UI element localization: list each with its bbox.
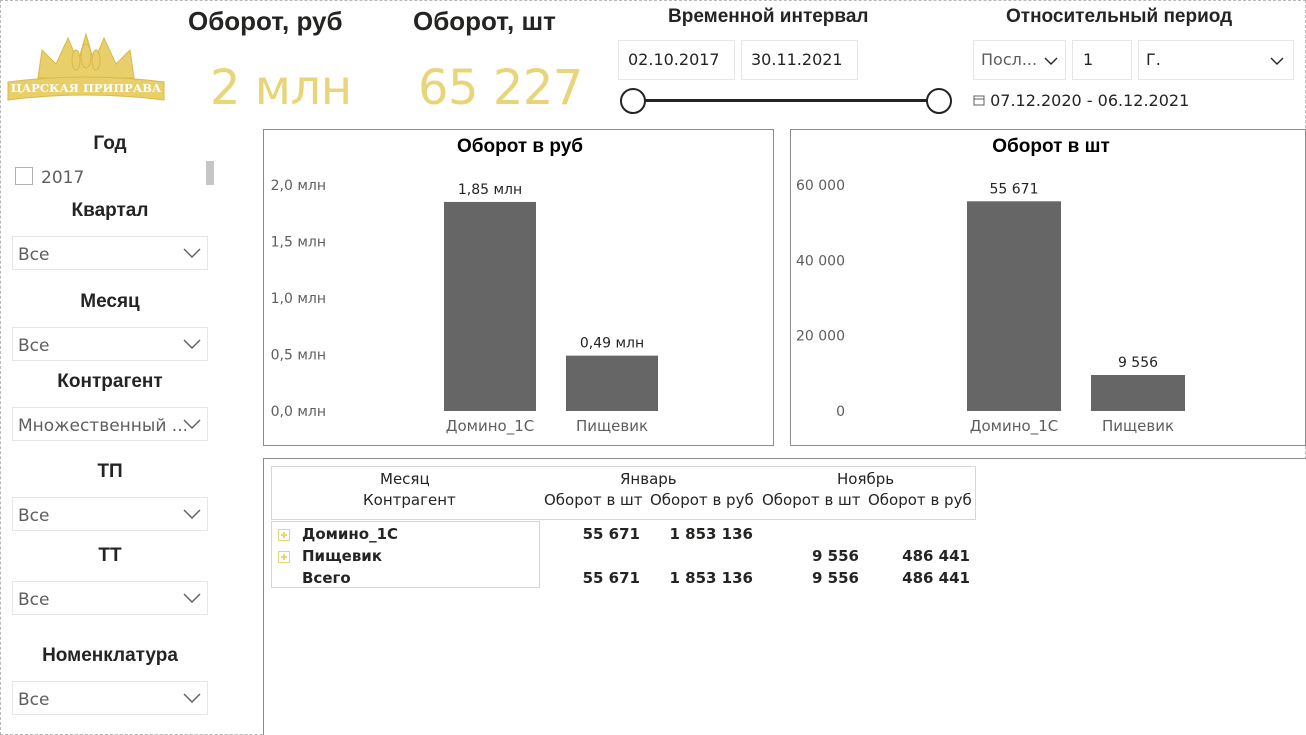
x-category-label: Домино_1С [970,417,1058,436]
tp-slicer-title: ТП [97,461,123,482]
start-date-input[interactable]: 02.10.2017 [618,40,735,80]
y-tick-label: 1,0 млн [271,291,326,307]
nomenclature-dropdown[interactable]: Все [12,681,208,715]
matrix-month-november: Ноябрь [837,470,895,488]
year-list[interactable]: 2017 [12,160,216,196]
expand-plus-icon[interactable] [278,529,290,541]
chart-title: Оборот в шт [992,136,1110,157]
x-category-label: Домино_1С [446,417,534,436]
units-kpi-value: 65 227 [418,60,583,116]
x-category-label: Пищевик [1102,417,1174,435]
matrix-panel[interactable]: Месяц Контрагент Январь Ноябрь Оборот в … [263,458,1306,735]
counterparty-dropdown[interactable]: Множественный ... [12,407,208,441]
y-tick-label: 60 000 [796,178,845,194]
brand-logo: ЦАРСКАЯ ПРИПРАВА [6,28,166,104]
matrix-total-cell: 1 853 136 [669,569,753,587]
units-bar-chart: Оборот в шт 0 20 000 40 000 60 000 55 671 Доми… [796,136,1185,436]
matrix-month-header: Месяц [380,470,430,488]
counterparty-slicer-title: Контрагент [57,371,163,392]
matrix-total-cell: 9 556 [812,569,859,587]
y-tick-label: 0,0 млн [271,404,326,420]
chevron-down-icon [183,419,201,429]
matrix-measure-header: Оборот в руб [868,491,972,509]
relative-range-text: 07.12.2020 - 06.12.2021 [973,91,1189,110]
matrix-month-january: Январь [620,470,677,488]
units-kpi-title: Оборот, шт [413,6,556,36]
chevron-down-icon [183,509,201,519]
logo-text: ЦАРСКАЯ ПРИПРАВА [10,81,162,95]
relative-unit-dropdown[interactable]: Г. [1138,40,1294,80]
slider-start-handle[interactable] [620,88,646,114]
matrix-measure-header: Оборот в шт [762,491,861,509]
matrix-cell: 9 556 [812,547,859,565]
matrix-total-cell: 486 441 [902,569,970,587]
y-tick-label: 0,5 млн [271,348,326,364]
nomenclature-slicer-title: Номенклатура [42,645,178,666]
date-range-slider[interactable] [620,88,954,114]
bar [444,201,536,411]
matrix-total-label: Всего [302,569,351,587]
revenue-chart-panel[interactable]: Оборот в руб 0,0 млн 0,5 млн 1,0 млн 1,5 млн… [263,129,774,446]
relative-range-value: 07.12.2020 - 06.12.2021 [990,91,1190,110]
end-date-input[interactable]: 30.11.2021 [741,40,858,80]
bar-data-label: 55 671 [990,181,1039,197]
year-item-label: 2017 [41,168,85,188]
y-tick-label: 40 000 [796,253,845,269]
revenue-bar-chart: Оборот в руб 0,0 млн 0,5 млн 1,0 млн 1,5 млн… [271,136,658,436]
tt-slicer-title: ТТ [98,545,122,566]
relative-period-title: Относительный период [1006,6,1233,27]
matrix-row-label: Домино_1С [302,525,399,543]
bar-data-label: 9 556 [1118,355,1158,371]
quarter-dropdown[interactable]: Все [12,236,208,270]
y-tick-label: 20 000 [796,329,845,345]
chevron-down-icon [1044,57,1058,65]
bar-data-label: 1,85 млн [458,182,522,198]
bar-data-label: 0,49 млн [580,336,644,352]
tt-dropdown[interactable]: Все [12,581,208,615]
matrix-cell: 486 441 [902,547,970,565]
quarter-slicer-title: Квартал [71,200,149,221]
bar [566,355,658,411]
time-range-title: Временной интервал [668,6,869,27]
chevron-down-icon [183,339,201,349]
y-tick-label: 2,0 млн [271,178,326,194]
y-tick-label: 0 [836,404,845,420]
units-chart-panel[interactable]: Оборот в шт 0 20 000 40 000 60 000 55 671 Доми… [790,129,1306,446]
chart-title: Оборот в руб [457,136,583,157]
y-tick-label: 1,5 млн [271,235,326,251]
year-checkbox[interactable] [15,167,33,185]
matrix-measure-header: Оборот в шт [544,491,643,509]
slider-track [632,99,938,102]
relative-count-input[interactable]: 1 [1072,40,1132,80]
tp-dropdown[interactable]: Все [12,497,208,531]
matrix-rowheader-box [271,521,540,588]
matrix-row-label: Пищевик [302,547,383,565]
calendar-icon [973,95,985,106]
revenue-kpi-value: 2 млн [210,60,352,116]
month-slicer-title: Месяц [80,291,140,312]
matrix-counterparty-header: Контрагент [363,491,456,509]
expand-plus-icon[interactable] [278,551,290,563]
x-category-label: Пищевик [576,417,648,435]
month-dropdown[interactable]: Все [12,327,208,361]
matrix-header-box [271,466,976,520]
revenue-kpi-title: Оборот, руб [188,6,343,36]
chevron-down-icon [183,693,201,703]
year-list-scrollbar[interactable] [206,161,214,185]
relative-mode-dropdown[interactable]: Посл... [973,40,1066,80]
chevron-down-icon [183,593,201,603]
year-slicer-title: Год [93,133,127,154]
chevron-down-icon [183,248,201,258]
matrix-cell: 55 671 [582,525,640,543]
matrix-measure-header: Оборот в руб [650,491,754,509]
matrix-cell: 1 853 136 [669,525,753,543]
matrix-total-cell: 55 671 [582,569,640,587]
slider-end-handle[interactable] [926,88,952,114]
chevron-down-icon [1270,57,1284,65]
crown-logo-icon [7,32,165,101]
bar [967,201,1061,411]
bar [1091,375,1185,411]
